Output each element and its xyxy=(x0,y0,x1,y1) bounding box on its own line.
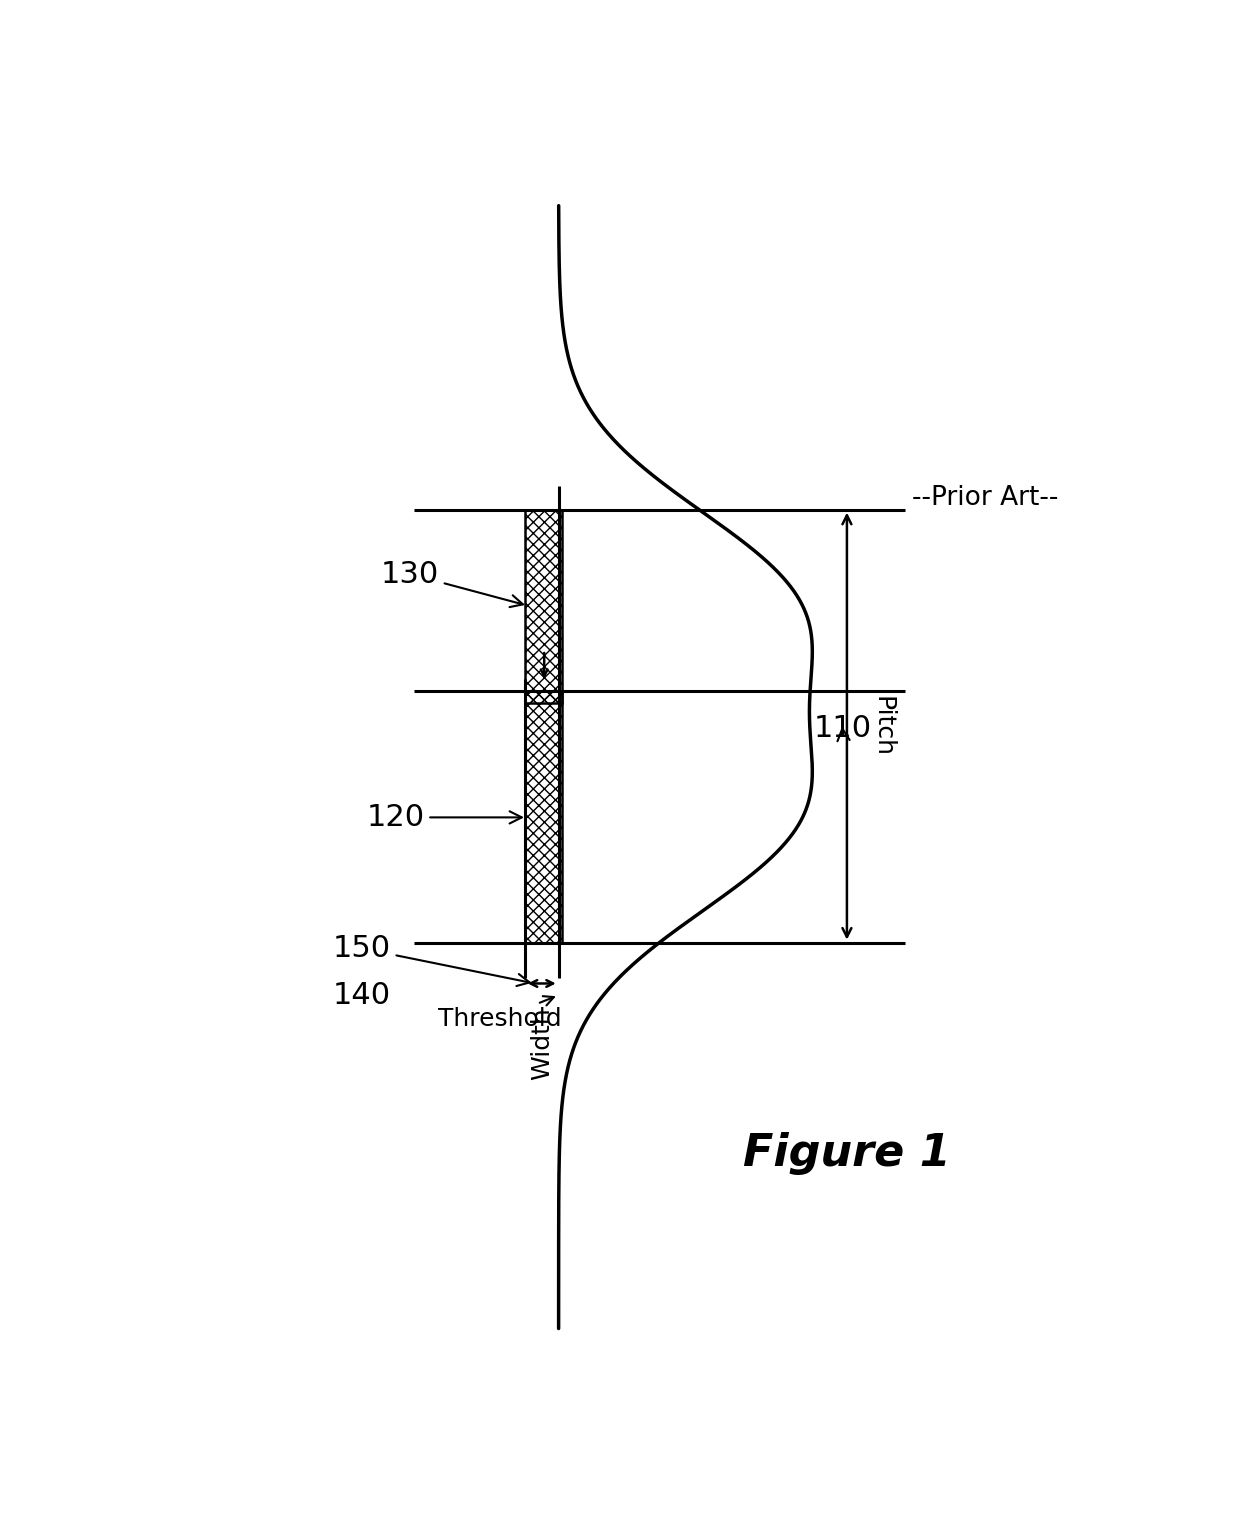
Text: Figure 1: Figure 1 xyxy=(743,1132,951,1174)
Text: 150: 150 xyxy=(332,934,529,986)
Bar xyxy=(525,510,562,703)
Text: 110: 110 xyxy=(813,714,872,743)
Bar xyxy=(525,691,562,942)
Text: Threshold: Threshold xyxy=(439,996,562,1030)
Text: 120: 120 xyxy=(367,804,522,832)
Text: 140: 140 xyxy=(332,981,391,1010)
Text: Pitch: Pitch xyxy=(870,696,895,756)
Text: 130: 130 xyxy=(381,559,523,608)
Text: Width: Width xyxy=(531,1007,554,1080)
Text: --Prior Art--: --Prior Art-- xyxy=(911,485,1058,510)
